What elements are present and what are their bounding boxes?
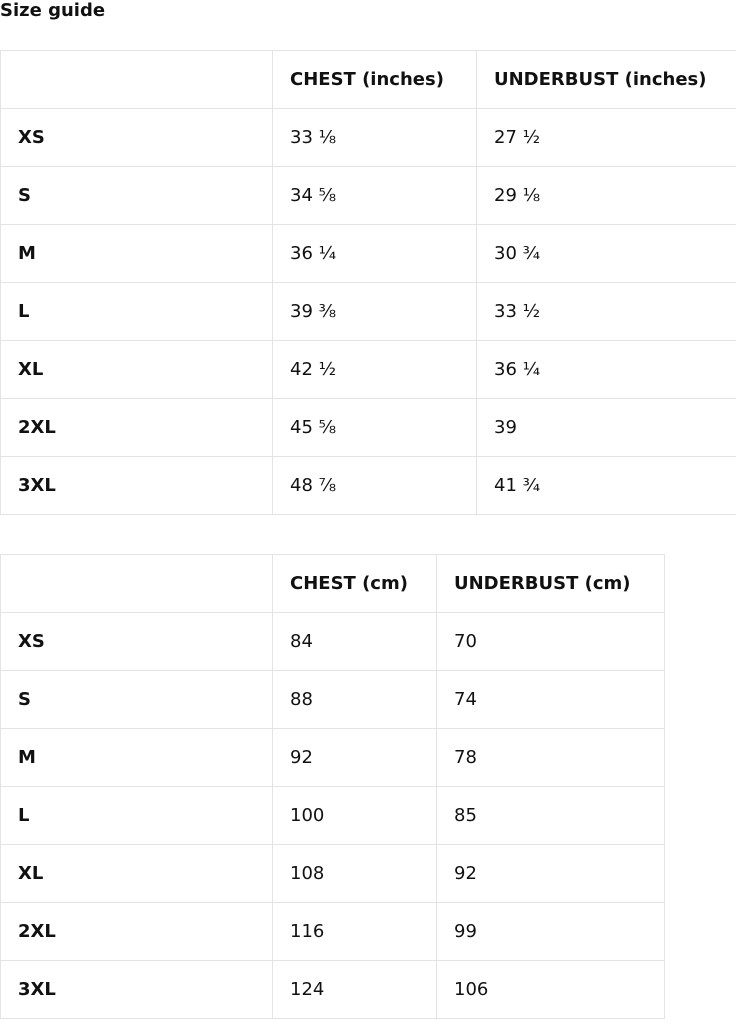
table-row: 2XL 45 ⅝ 39: [0, 398, 736, 457]
measurement-cell: 116: [272, 902, 437, 961]
measurement-cell: 99: [436, 902, 665, 961]
measurement-cell: 84: [272, 612, 437, 671]
page-title: Size guide: [0, 0, 106, 21]
measurement-cell: 41 ¾: [476, 456, 736, 515]
measurement-cell: 70: [436, 612, 665, 671]
table-row: XS 33 ⅛ 27 ½: [0, 108, 736, 167]
measurement-cell: 29 ⅛: [476, 166, 736, 225]
table-row: S 88 74: [0, 670, 665, 729]
size-label: XL: [0, 844, 273, 903]
header-row: CHEST (cm) UNDERBUST (cm): [0, 554, 665, 613]
measurement-cell: 36 ¼: [476, 340, 736, 399]
size-table-inches: CHEST (inches) UNDERBUST (inches) XS 33 ⅛ 27…: [0, 50, 736, 515]
measurement-cell: 36 ¼: [272, 224, 477, 283]
size-label: M: [0, 224, 273, 283]
measurement-cell: 33 ½: [476, 282, 736, 341]
measurement-cell: 74: [436, 670, 665, 729]
measurement-cell: 30 ¾: [476, 224, 736, 283]
measurement-cell: 108: [272, 844, 437, 903]
measurement-cell: 106: [436, 960, 665, 1019]
size-label: L: [0, 786, 273, 845]
measurement-cell: 33 ⅛: [272, 108, 477, 167]
size-label: M: [0, 728, 273, 787]
measurement-cell: 45 ⅝: [272, 398, 477, 457]
size-label: L: [0, 282, 273, 341]
table-row: 2XL 116 99: [0, 902, 665, 961]
table-row: S 34 ⅝ 29 ⅛: [0, 166, 736, 225]
size-label: 3XL: [0, 960, 273, 1019]
measurement-cell: 92: [272, 728, 437, 787]
column-header: CHEST (inches): [272, 50, 477, 109]
table-row: 3XL 48 ⅞ 41 ¾: [0, 456, 736, 515]
size-label: XS: [0, 108, 273, 167]
column-header: [0, 554, 273, 613]
measurement-cell: 39: [476, 398, 736, 457]
size-label: S: [0, 166, 273, 225]
size-label: 2XL: [0, 398, 273, 457]
table-row: XL 42 ½ 36 ¼: [0, 340, 736, 399]
header-row: CHEST (inches) UNDERBUST (inches): [0, 50, 736, 109]
column-header: CHEST (cm): [272, 554, 437, 613]
size-label: 3XL: [0, 456, 273, 515]
table-row: L 39 ⅜ 33 ½: [0, 282, 736, 341]
table-row: 3XL 124 106: [0, 960, 665, 1019]
column-header: UNDERBUST (cm): [436, 554, 665, 613]
table-row: M 92 78: [0, 728, 665, 787]
measurement-cell: 100: [272, 786, 437, 845]
measurement-cell: 27 ½: [476, 108, 736, 167]
table-row: XL 108 92: [0, 844, 665, 903]
measurement-cell: 48 ⅞: [272, 456, 477, 515]
measurement-cell: 34 ⅝: [272, 166, 477, 225]
table-row: M 36 ¼ 30 ¾: [0, 224, 736, 283]
size-label: XL: [0, 340, 273, 399]
measurement-cell: 124: [272, 960, 437, 1019]
measurement-cell: 88: [272, 670, 437, 729]
size-label: S: [0, 670, 273, 729]
column-header: UNDERBUST (inches): [476, 50, 736, 109]
size-label: XS: [0, 612, 273, 671]
table-row: XS 84 70: [0, 612, 665, 671]
measurement-cell: 39 ⅜: [272, 282, 477, 341]
measurement-cell: 42 ½: [272, 340, 477, 399]
measurement-cell: 92: [436, 844, 665, 903]
measurement-cell: 78: [436, 728, 665, 787]
column-header: [0, 50, 273, 109]
size-table-cm: CHEST (cm) UNDERBUST (cm) XS 84 70 S 88 74 M 92 78…: [0, 554, 665, 1019]
size-label: 2XL: [0, 902, 273, 961]
measurement-cell: 85: [436, 786, 665, 845]
table-row: L 100 85: [0, 786, 665, 845]
